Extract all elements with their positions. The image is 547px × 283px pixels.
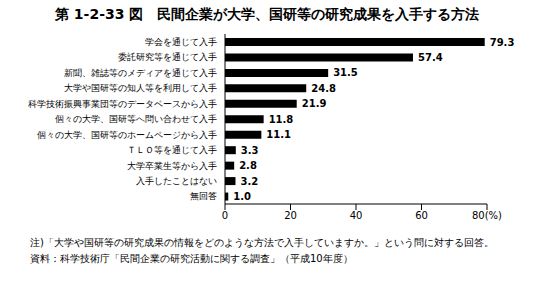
html-text:資料：科学技術庁「民間企業の研究活動に関する調査」（平成10: 資料：科学技術庁「民間企業の研究活動に関する調査」（平成10年度） — [30, 253, 353, 264]
svg-text:新聞、雑誌等のメディアを通じて入手: 新聞、雑誌等のメディアを通じて入手 — [64, 68, 217, 78]
svg-text:31.5: 31.5 — [333, 67, 358, 78]
svg-text:1.0: 1.0 — [233, 191, 251, 202]
svg-text:24.8: 24.8 — [311, 83, 336, 94]
svg-text:11.8: 11.8 — [269, 114, 294, 125]
svg-text:2.8: 2.8 — [239, 160, 257, 171]
svg-text:委託研究等を通じて入手: 委託研究等を通じて入手 — [118, 52, 217, 62]
svg-text:57.4: 57.4 — [418, 52, 443, 63]
svg-text:無回答: 無回答 — [190, 191, 217, 201]
svg-text:個々の大学、国研等へ問い合わせて入手: 個々の大学、国研等へ問い合わせて入手 — [55, 114, 217, 124]
svg-text:科学技術振興事業団等のデータベースから入手: 科学技術振興事業団等のデータベースから入手 — [28, 99, 217, 109]
svg-text:20: 20 — [284, 210, 297, 221]
svg-text:大学や国研等の知人等を利用して入手: 大学や国研等の知人等を利用して入手 — [64, 83, 217, 93]
svg-text:3.2: 3.2 — [240, 176, 258, 187]
svg-text:大学卒業生等から入手: 大学卒業生等から入手 — [127, 161, 217, 171]
svg-text:40: 40 — [350, 210, 363, 221]
svg-text:60: 60 — [415, 210, 428, 221]
svg-text:学会を通じて入手: 学会を通じて入手 — [145, 37, 217, 47]
svg-text:11.1: 11.1 — [266, 129, 291, 140]
svg-text:0: 0 — [222, 210, 228, 221]
html-text:第 1-2-33 図 民間企業が大学、国研等の研究成果を入手: 第 1-2-33 図 民間企業が大学、国研等の研究成果を入手する方法 — [55, 6, 480, 22]
html-text:注)「大学や国研等の研究成果の情報をどのような方法で入手して: 注)「大学や国研等の研究成果の情報をどのような方法で入手していますか。」という問… — [30, 237, 494, 248]
svg-text:79.3: 79.3 — [490, 37, 515, 48]
svg-text:21.9: 21.9 — [302, 98, 327, 109]
svg-text:80(%): 80(%) — [472, 210, 502, 221]
svg-text:個々の大学、国研等のホームページから入手: 個々の大学、国研等のホームページから入手 — [37, 130, 217, 140]
svg-text:ＴＬＯ等を通じて入手: ＴＬＯ等を通じて入手 — [127, 145, 217, 155]
svg-text:入手したことはない: 入手したことはない — [136, 176, 217, 186]
svg-text:3.3: 3.3 — [241, 145, 259, 156]
